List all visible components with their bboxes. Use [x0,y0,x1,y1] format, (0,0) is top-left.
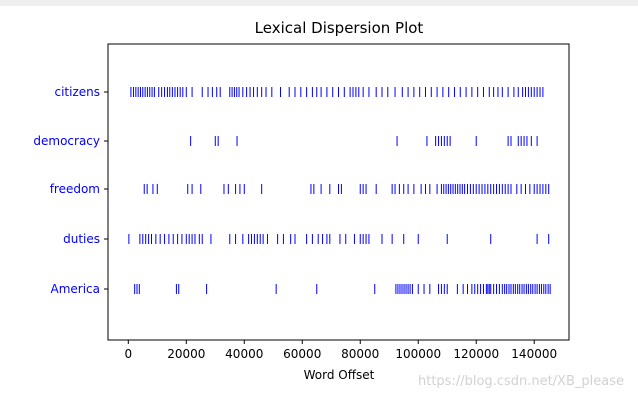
x-tick-label: 20000 [167,347,205,361]
series-duties [128,234,550,244]
x-tick-label: 120000 [453,347,499,361]
plot-frame [107,43,570,341]
series-citizens [130,87,544,97]
series-freedom [143,184,550,194]
y-tick-label-duties: duties [63,232,100,246]
x-tick-label: 80000 [341,347,379,361]
y-tick-label-democracy: democracy [33,134,100,148]
chart-title: Lexical Dispersion Plot [255,19,424,37]
top-bar [0,0,638,6]
x-axis-label: Word Offset [304,368,375,382]
y-tick-label-citizens: citizens [54,85,100,99]
y-tick-label-america: America [51,282,101,296]
series-america [134,284,551,294]
x-tick-label: 60000 [283,347,321,361]
watermark: https://blog.csdn.net/XB_please [418,374,624,389]
x-tick-label: 0 [124,347,132,361]
x-tick-label: 140000 [511,347,557,361]
x-tick-label: 100000 [395,347,441,361]
series-democracy [190,136,538,146]
y-tick-label-freedom: freedom [50,182,100,196]
x-tick-label: 40000 [225,347,263,361]
